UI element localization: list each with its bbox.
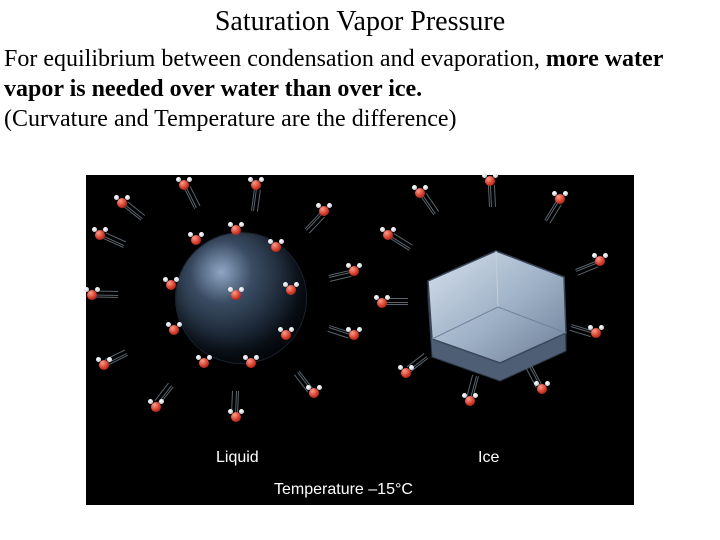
water-molecule-icon [228, 287, 244, 303]
water-molecule-icon [243, 355, 259, 371]
water-molecule-icon [374, 295, 390, 311]
ice-crystal [416, 247, 576, 362]
water-molecule-icon [248, 177, 264, 193]
water-molecule-icon [188, 232, 204, 248]
water-molecule-icon [482, 173, 498, 189]
water-molecule-icon [148, 399, 164, 415]
body-prefix: For equilibrium between condensation and… [4, 46, 546, 72]
water-molecule-icon [462, 393, 478, 409]
water-molecule-icon [316, 203, 332, 219]
water-molecule-icon [283, 282, 299, 298]
water-molecule-icon [228, 409, 244, 425]
body-suffix: (Curvature and Temperature are the diffe… [4, 106, 457, 132]
water-molecule-icon [588, 325, 604, 341]
water-molecule-icon [228, 222, 244, 238]
figure: Liquid Ice Temperature –15°C [86, 175, 634, 505]
water-molecule-icon [412, 185, 428, 201]
water-molecule-icon [346, 327, 362, 343]
water-molecule-icon [398, 365, 414, 381]
water-molecule-icon [346, 263, 362, 279]
water-molecule-icon [268, 239, 284, 255]
water-molecule-icon [163, 277, 179, 293]
water-molecule-icon [534, 381, 550, 397]
water-molecule-icon [166, 322, 182, 338]
label-temperature: Temperature –15°C [274, 481, 413, 499]
water-molecule-icon [380, 227, 396, 243]
water-molecule-icon [92, 227, 108, 243]
slide-title: Saturation Vapor Pressure [0, 0, 720, 44]
water-molecule-icon [306, 385, 322, 401]
slide: Saturation Vapor Pressure For equilibriu… [0, 0, 720, 540]
water-molecule-icon [592, 253, 608, 269]
label-liquid: Liquid [216, 449, 259, 467]
label-ice: Ice [478, 449, 499, 467]
water-molecule-icon [552, 191, 568, 207]
water-molecule-icon [176, 177, 192, 193]
water-molecule-icon [84, 287, 100, 303]
water-molecule-icon [196, 355, 212, 371]
water-molecule-icon [114, 195, 130, 211]
water-molecule-icon [96, 357, 112, 373]
slide-body: For equilibrium between condensation and… [0, 44, 720, 134]
water-molecule-icon [278, 327, 294, 343]
